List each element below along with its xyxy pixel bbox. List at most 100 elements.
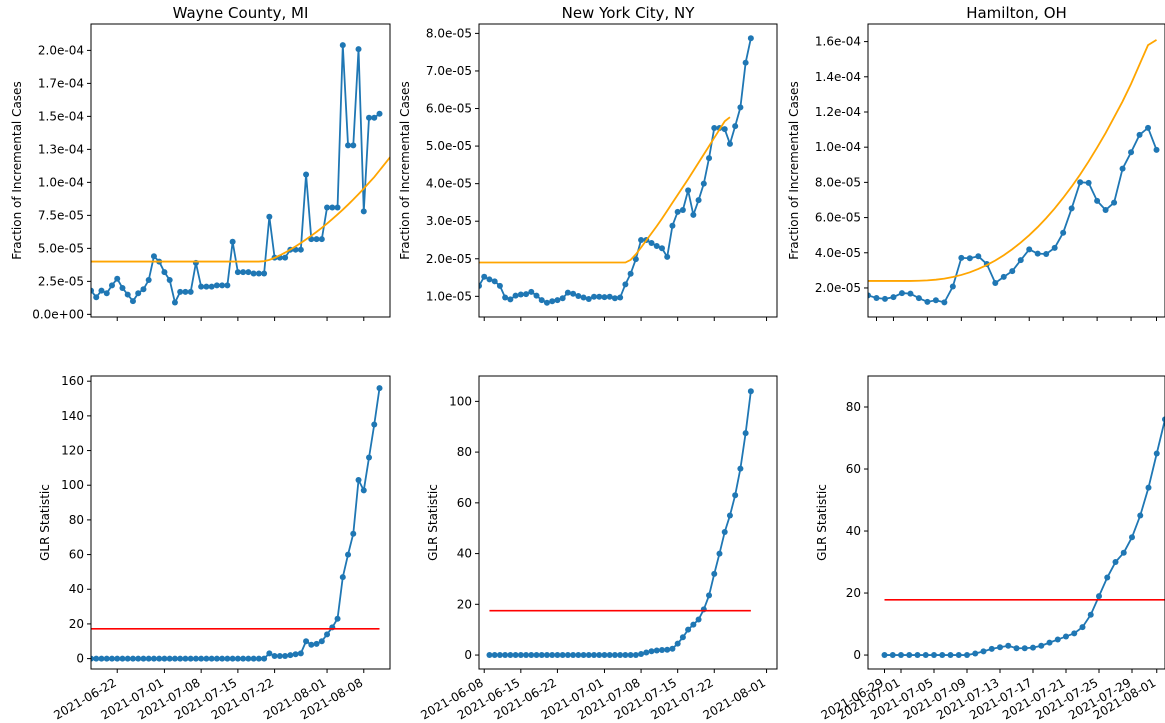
data-point: [240, 655, 247, 662]
data-point: [166, 655, 173, 662]
y-tick-label: 0: [853, 648, 861, 662]
y-tick-label: 1.7e-04: [38, 76, 84, 90]
y-tick-label: 7.5e-05: [38, 208, 84, 222]
y-tick-label: 1.0e-04: [38, 175, 84, 189]
plot-area: [486, 388, 754, 659]
data-point: [517, 652, 524, 659]
y-tick-label: 120: [61, 444, 84, 458]
data-point: [638, 651, 645, 658]
data-point: [580, 652, 587, 659]
y-tick-label: 1.2e-04: [815, 105, 861, 119]
data-point: [98, 655, 105, 662]
data-point: [103, 655, 110, 662]
data-point: [318, 638, 325, 645]
data-point: [975, 253, 982, 260]
data-point: [135, 290, 142, 297]
data-point: [156, 655, 163, 662]
data-point: [350, 530, 357, 537]
data-point: [266, 650, 273, 657]
data-point: [491, 278, 498, 285]
data-point: [234, 269, 241, 276]
data-point: [554, 652, 561, 659]
data-point: [711, 570, 718, 577]
data-point: [881, 295, 888, 302]
data-point: [907, 290, 914, 297]
data-point: [177, 655, 184, 662]
fit-line: [868, 39, 1157, 282]
data-point: [1026, 246, 1033, 253]
data-point: [245, 655, 252, 662]
data-point: [187, 288, 194, 295]
data-point: [617, 294, 624, 301]
y-tick-label: 4.0e-05: [426, 177, 472, 191]
y-tick-label: 60: [846, 462, 861, 476]
data-point: [481, 273, 488, 280]
series-line: [489, 391, 752, 656]
data-point: [695, 616, 702, 623]
data-point: [324, 631, 331, 638]
data-point: [261, 270, 268, 277]
data-point: [685, 187, 692, 194]
data-point: [747, 388, 754, 395]
data-point: [543, 652, 550, 659]
y-tick-label: 5.0e-05: [38, 241, 84, 255]
data-point: [219, 655, 226, 662]
y-tick-label: 2.0e-04: [38, 43, 84, 57]
data-point: [674, 208, 681, 215]
data-point: [313, 236, 320, 243]
data-point: [1009, 268, 1016, 275]
data-point: [932, 297, 939, 304]
y-tick-label: 2.5e-05: [38, 274, 84, 288]
data-point: [881, 652, 888, 659]
data-point: [108, 282, 115, 289]
data-point: [596, 293, 603, 300]
y-tick-label: 0: [464, 648, 472, 662]
data-point: [240, 269, 247, 276]
y-tick-label: 1.0e-05: [426, 289, 472, 303]
panel-nyc-glr: GLR Statistic 0204060801002021-06-082021…: [418, 375, 778, 722]
axes-frame: [867, 23, 1165, 318]
data-point: [906, 652, 913, 659]
data-point: [575, 292, 582, 299]
panel-title: Wayne County, MI: [173, 4, 309, 22]
data-point: [606, 652, 613, 659]
data-point: [972, 650, 979, 657]
data-point: [658, 646, 665, 653]
y-tick-label: 20: [846, 586, 861, 600]
data-point: [1112, 559, 1119, 566]
data-point: [1137, 512, 1144, 519]
y-tick-label: 8.0e-05: [815, 175, 861, 189]
data-point: [334, 204, 341, 211]
data-point: [1046, 639, 1053, 646]
data-point: [585, 295, 592, 302]
data-point: [1162, 416, 1165, 423]
data-point: [479, 282, 482, 289]
data-point: [726, 140, 733, 147]
data-point: [203, 283, 210, 290]
data-point: [308, 641, 315, 648]
data-point: [145, 277, 152, 284]
data-point: [549, 652, 556, 659]
data-point: [1120, 549, 1127, 556]
data-point: [931, 652, 937, 659]
data-point: [486, 652, 493, 659]
y-tick-label: 0: [76, 652, 84, 666]
y-axis-label: Fraction of Incremental Cases: [10, 81, 24, 259]
data-point: [674, 640, 681, 647]
data-point: [601, 652, 608, 659]
panel-title: New York City, NY: [562, 4, 696, 22]
data-point: [145, 655, 152, 662]
y-tick-label: 40: [457, 547, 472, 561]
data-point: [282, 652, 289, 659]
data-point: [1145, 124, 1152, 131]
data-point: [171, 299, 178, 306]
data-point: [187, 655, 194, 662]
y-tick-label: 4.0e-05: [815, 246, 861, 260]
y-axis-label: GLR Statistic: [815, 484, 829, 561]
data-point: [261, 655, 268, 662]
data-point: [371, 421, 378, 428]
series-line: [884, 415, 1165, 656]
data-point: [496, 652, 503, 659]
data-point: [250, 655, 257, 662]
data-point: [980, 648, 987, 655]
